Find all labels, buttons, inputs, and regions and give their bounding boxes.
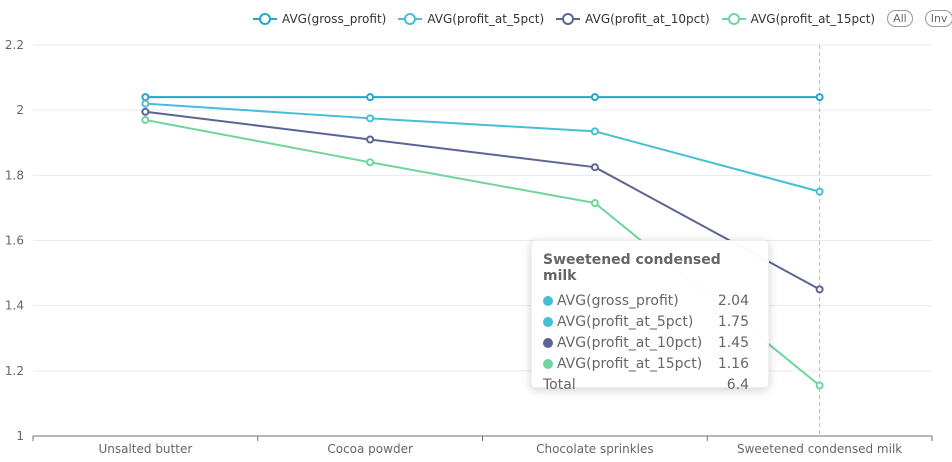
data-point — [815, 381, 824, 390]
y-tick-label: 2.2 — [5, 38, 24, 52]
y-tick-label: 1 — [16, 429, 24, 443]
y-tick-label: 2 — [16, 103, 24, 117]
tooltip-dot — [543, 316, 553, 327]
data-point — [590, 163, 599, 172]
tooltip-series-value: 1.45 — [717, 334, 749, 351]
tooltip-row: AVG(profit_at_10pct) 1.45 — [543, 332, 757, 353]
tooltip-series-value: 2.04 — [717, 292, 749, 309]
data-point — [590, 199, 599, 208]
legend-swatch-profit-5pct — [398, 12, 423, 25]
tooltip-series-name: AVG(profit_at_15pct) — [557, 355, 703, 372]
y-tick-label: 1.8 — [5, 168, 24, 182]
data-point — [366, 114, 375, 123]
data-point — [141, 99, 150, 108]
tooltip-row: AVG(gross_profit) 2.04 — [543, 290, 757, 311]
legend-label: AVG(profit_at_10pct) — [585, 11, 710, 26]
x-tick-label: Unsalted butter — [98, 442, 192, 456]
legend-item-profit-5pct[interactable]: AVG(profit_at_5pct) — [398, 12, 544, 26]
legend-label: AVG(profit_at_15pct) — [750, 11, 876, 26]
data-point — [366, 93, 375, 102]
data-point — [141, 93, 150, 102]
x-tick-label: Sweetened condensed milk — [737, 442, 902, 456]
tooltip-dot — [543, 337, 553, 348]
tooltip-series-value: 1.16 — [717, 355, 749, 372]
data-point — [590, 93, 599, 102]
tooltip-row: AVG(profit_at_15pct) 1.16 — [543, 353, 757, 374]
data-point — [590, 127, 599, 136]
y-tick-label: 1.6 — [5, 234, 24, 248]
data-point — [366, 158, 375, 167]
data-point — [815, 285, 824, 294]
legend-swatch-marker — [404, 12, 417, 25]
data-point — [815, 93, 824, 102]
data-point — [815, 187, 824, 196]
series-line — [145, 110, 821, 291]
legend-item-profit-15pct[interactable]: AVG(profit_at_15pct) — [721, 11, 876, 26]
legend-invert-button[interactable]: Inv — [924, 10, 952, 27]
legend-item-profit-10pct[interactable]: AVG(profit_at_10pct) — [556, 11, 710, 26]
legend-label: AVG(gross_profit) — [282, 11, 387, 26]
tooltip-total-value: 6.4 — [726, 376, 749, 393]
tooltip-row: AVG(profit_at_5pct) 1.75 — [543, 311, 757, 332]
tooltip-series-value: 1.75 — [717, 313, 749, 330]
tooltip-total-row: Total 6.4 — [543, 374, 757, 395]
x-tick-label: Chocolate sprinkles — [536, 442, 654, 456]
tooltip-title: Sweetened condensed milk — [543, 252, 721, 284]
data-point — [366, 135, 375, 144]
legend-swatch-marker — [727, 12, 740, 25]
data-point — [141, 115, 150, 124]
legend-swatch-profit-15pct — [721, 12, 746, 25]
legend-item-gross-profit[interactable]: AVG(gross_profit) — [253, 12, 386, 26]
chart-legend: AVG(gross_profit) AVG(profit_at_5pct) AV… — [253, 10, 952, 27]
tooltip-series-name: AVG(gross_profit) — [557, 292, 679, 309]
y-tick-label: 1.4 — [5, 299, 24, 313]
legend-swatch-marker — [259, 12, 271, 25]
tooltip-series-name: AVG(profit_at_10pct) — [557, 334, 703, 351]
legend-swatch-gross-profit — [253, 12, 277, 25]
x-tick-label: Cocoa powder — [327, 442, 413, 456]
y-tick-label: 1.2 — [5, 364, 24, 378]
tooltip-dot — [543, 295, 553, 306]
chart-tooltip: Sweetened condensed milk AVG(gross_profi… — [531, 240, 769, 393]
tooltip-dot — [543, 358, 553, 369]
legend-swatch-profit-10pct — [556, 12, 581, 25]
series-line — [145, 102, 820, 193]
legend-select-all-button[interactable]: All — [887, 10, 913, 27]
tooltip-total-label: Total — [543, 376, 576, 393]
data-point — [141, 107, 150, 116]
tooltip-series-name: AVG(profit_at_5pct) — [557, 313, 694, 330]
legend-label: AVG(profit_at_5pct) — [427, 11, 545, 26]
legend-swatch-marker — [562, 12, 575, 25]
